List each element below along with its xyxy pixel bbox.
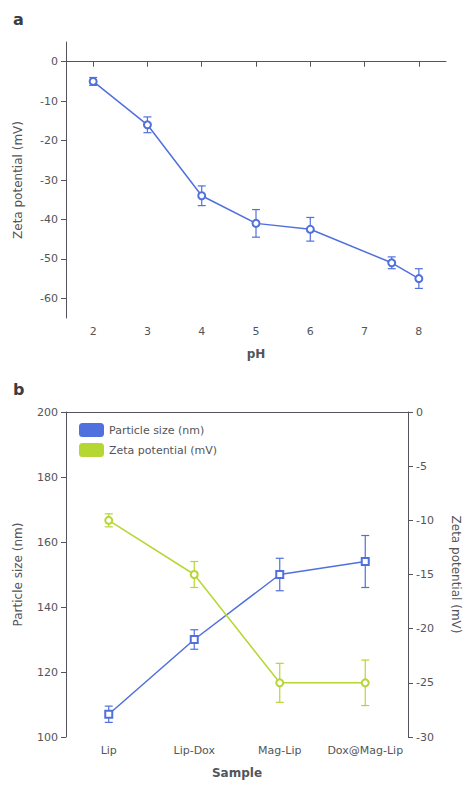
svg-text:Particle size (nm): Particle size (nm) xyxy=(11,523,25,627)
svg-text:-50: -50 xyxy=(40,252,58,265)
svg-text:Lip-Dox: Lip-Dox xyxy=(173,744,215,757)
svg-text:Lip: Lip xyxy=(101,744,117,757)
svg-text:7: 7 xyxy=(361,325,368,338)
svg-text:-30: -30 xyxy=(416,731,434,744)
svg-text:-5: -5 xyxy=(416,460,427,473)
svg-text:180: 180 xyxy=(37,471,58,484)
svg-text:Dox@Mag-Lip: Dox@Mag-Lip xyxy=(327,744,403,757)
svg-text:b: b xyxy=(13,380,24,399)
svg-text:4: 4 xyxy=(198,325,205,338)
svg-text:pH: pH xyxy=(247,347,266,361)
svg-text:8: 8 xyxy=(415,325,422,338)
svg-text:140: 140 xyxy=(37,601,58,614)
svg-text:-10: -10 xyxy=(416,514,434,527)
svg-text:5: 5 xyxy=(253,325,260,338)
svg-text:100: 100 xyxy=(37,731,58,744)
svg-text:Sample: Sample xyxy=(212,766,262,780)
svg-text:200: 200 xyxy=(37,406,58,419)
svg-text:6: 6 xyxy=(307,325,314,338)
svg-text:Particle size (nm): Particle size (nm) xyxy=(109,424,204,437)
svg-text:-60: -60 xyxy=(40,292,58,305)
svg-text:-15: -15 xyxy=(416,568,434,581)
svg-text:-30: -30 xyxy=(40,174,58,187)
svg-text:0: 0 xyxy=(416,406,423,419)
svg-text:Zeta potential (mV): Zeta potential (mV) xyxy=(11,121,25,239)
svg-text:Zeta potential (mV): Zeta potential (mV) xyxy=(449,516,463,634)
svg-text:160: 160 xyxy=(37,536,58,549)
svg-text:-25: -25 xyxy=(416,676,434,689)
svg-text:Mag-Lip: Mag-Lip xyxy=(258,744,301,757)
svg-text:0: 0 xyxy=(51,55,58,68)
svg-text:a: a xyxy=(13,10,24,29)
svg-text:-20: -20 xyxy=(40,134,58,147)
svg-text:-20: -20 xyxy=(416,622,434,635)
svg-text:2: 2 xyxy=(90,325,97,338)
svg-text:120: 120 xyxy=(37,666,58,679)
svg-text:-10: -10 xyxy=(40,95,58,108)
svg-text:Zeta potential (mV): Zeta potential (mV) xyxy=(109,444,217,457)
svg-text:3: 3 xyxy=(144,325,151,338)
svg-text:-40: -40 xyxy=(40,213,58,226)
